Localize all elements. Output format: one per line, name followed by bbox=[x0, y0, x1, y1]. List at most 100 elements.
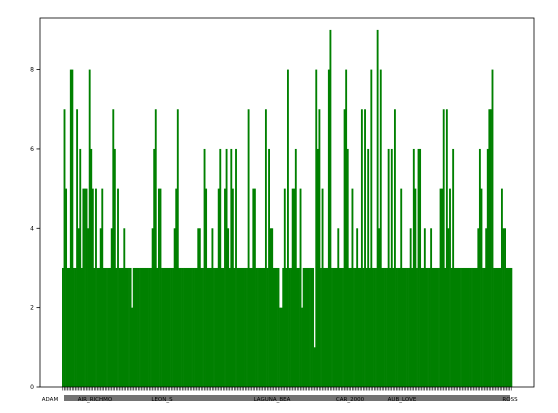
bar bbox=[353, 267, 355, 387]
bar bbox=[384, 267, 387, 387]
bar bbox=[260, 267, 263, 387]
bar bbox=[213, 267, 215, 387]
x-tick-label: ADAM bbox=[42, 397, 59, 403]
y-tick-label: 8 bbox=[30, 67, 34, 74]
bar bbox=[65, 188, 68, 387]
bar bbox=[442, 109, 445, 387]
bar bbox=[112, 109, 115, 387]
bar bbox=[98, 267, 101, 387]
bar bbox=[386, 267, 388, 387]
bar bbox=[76, 109, 79, 387]
bar bbox=[157, 188, 160, 387]
bar bbox=[298, 267, 300, 387]
bar bbox=[510, 267, 513, 387]
bar bbox=[354, 267, 357, 387]
bar bbox=[194, 267, 197, 387]
bar bbox=[499, 267, 502, 387]
bar bbox=[393, 109, 396, 387]
bar bbox=[483, 267, 486, 387]
bar bbox=[434, 267, 437, 387]
bar bbox=[296, 267, 299, 387]
bar bbox=[312, 267, 315, 387]
bar bbox=[264, 109, 267, 387]
bar bbox=[189, 267, 192, 387]
bar bbox=[252, 188, 255, 387]
bar bbox=[101, 188, 104, 387]
bar bbox=[368, 267, 371, 387]
bar bbox=[356, 228, 359, 387]
bar bbox=[441, 188, 444, 387]
bar bbox=[162, 267, 165, 387]
bar bbox=[66, 267, 69, 387]
bar bbox=[309, 267, 311, 387]
bar bbox=[63, 109, 66, 387]
bar bbox=[246, 267, 248, 387]
bar bbox=[351, 188, 354, 387]
y-tick-label: 2 bbox=[30, 305, 34, 312]
bar bbox=[197, 228, 200, 387]
bar bbox=[156, 267, 159, 387]
bar bbox=[436, 267, 439, 387]
bar bbox=[128, 267, 130, 387]
bar bbox=[387, 148, 390, 387]
bar bbox=[151, 228, 154, 387]
bar bbox=[430, 228, 433, 387]
bar bbox=[406, 267, 409, 387]
bar bbox=[471, 267, 473, 387]
bar bbox=[291, 188, 294, 387]
bar bbox=[168, 267, 171, 387]
bar bbox=[327, 69, 330, 387]
bar bbox=[324, 267, 327, 387]
bar bbox=[84, 188, 86, 387]
bar bbox=[362, 267, 365, 387]
bar bbox=[124, 267, 127, 387]
bar bbox=[427, 267, 429, 387]
bar bbox=[154, 109, 157, 387]
bar bbox=[191, 267, 193, 387]
bar bbox=[214, 267, 217, 387]
bar bbox=[285, 267, 288, 387]
bar bbox=[357, 267, 360, 387]
bar bbox=[488, 109, 491, 387]
bar bbox=[244, 267, 247, 387]
bar bbox=[258, 267, 261, 387]
bar bbox=[310, 267, 313, 387]
bar bbox=[235, 148, 237, 387]
bar bbox=[183, 267, 186, 387]
bar bbox=[178, 267, 181, 387]
bar bbox=[472, 267, 475, 387]
bar bbox=[142, 267, 145, 387]
bar bbox=[335, 267, 338, 387]
bar bbox=[126, 267, 129, 387]
bar bbox=[305, 267, 308, 387]
bar bbox=[450, 267, 453, 387]
bar bbox=[224, 188, 226, 387]
bar bbox=[153, 148, 156, 387]
bar bbox=[255, 267, 258, 387]
bar bbox=[458, 267, 461, 387]
bar bbox=[447, 228, 450, 387]
bar bbox=[444, 267, 447, 387]
bar bbox=[343, 109, 346, 387]
x-tick-label: LAGUNA_BEA bbox=[254, 397, 291, 403]
bar bbox=[95, 188, 97, 387]
bar bbox=[85, 188, 88, 387]
bar bbox=[99, 228, 102, 387]
bar bbox=[323, 267, 326, 387]
bar bbox=[140, 267, 143, 387]
bar bbox=[73, 267, 75, 387]
bar bbox=[137, 267, 140, 387]
bar bbox=[420, 267, 423, 387]
bar bbox=[263, 267, 266, 387]
bar bbox=[93, 267, 96, 387]
bar bbox=[79, 148, 82, 387]
bar bbox=[261, 267, 264, 387]
bar bbox=[508, 267, 511, 387]
x-tick-label: LEON_S bbox=[151, 397, 173, 403]
bar bbox=[143, 267, 146, 387]
bar bbox=[489, 109, 492, 387]
bar bbox=[381, 267, 384, 387]
bar bbox=[360, 109, 363, 387]
bar bbox=[222, 267, 225, 387]
bar bbox=[231, 188, 234, 387]
